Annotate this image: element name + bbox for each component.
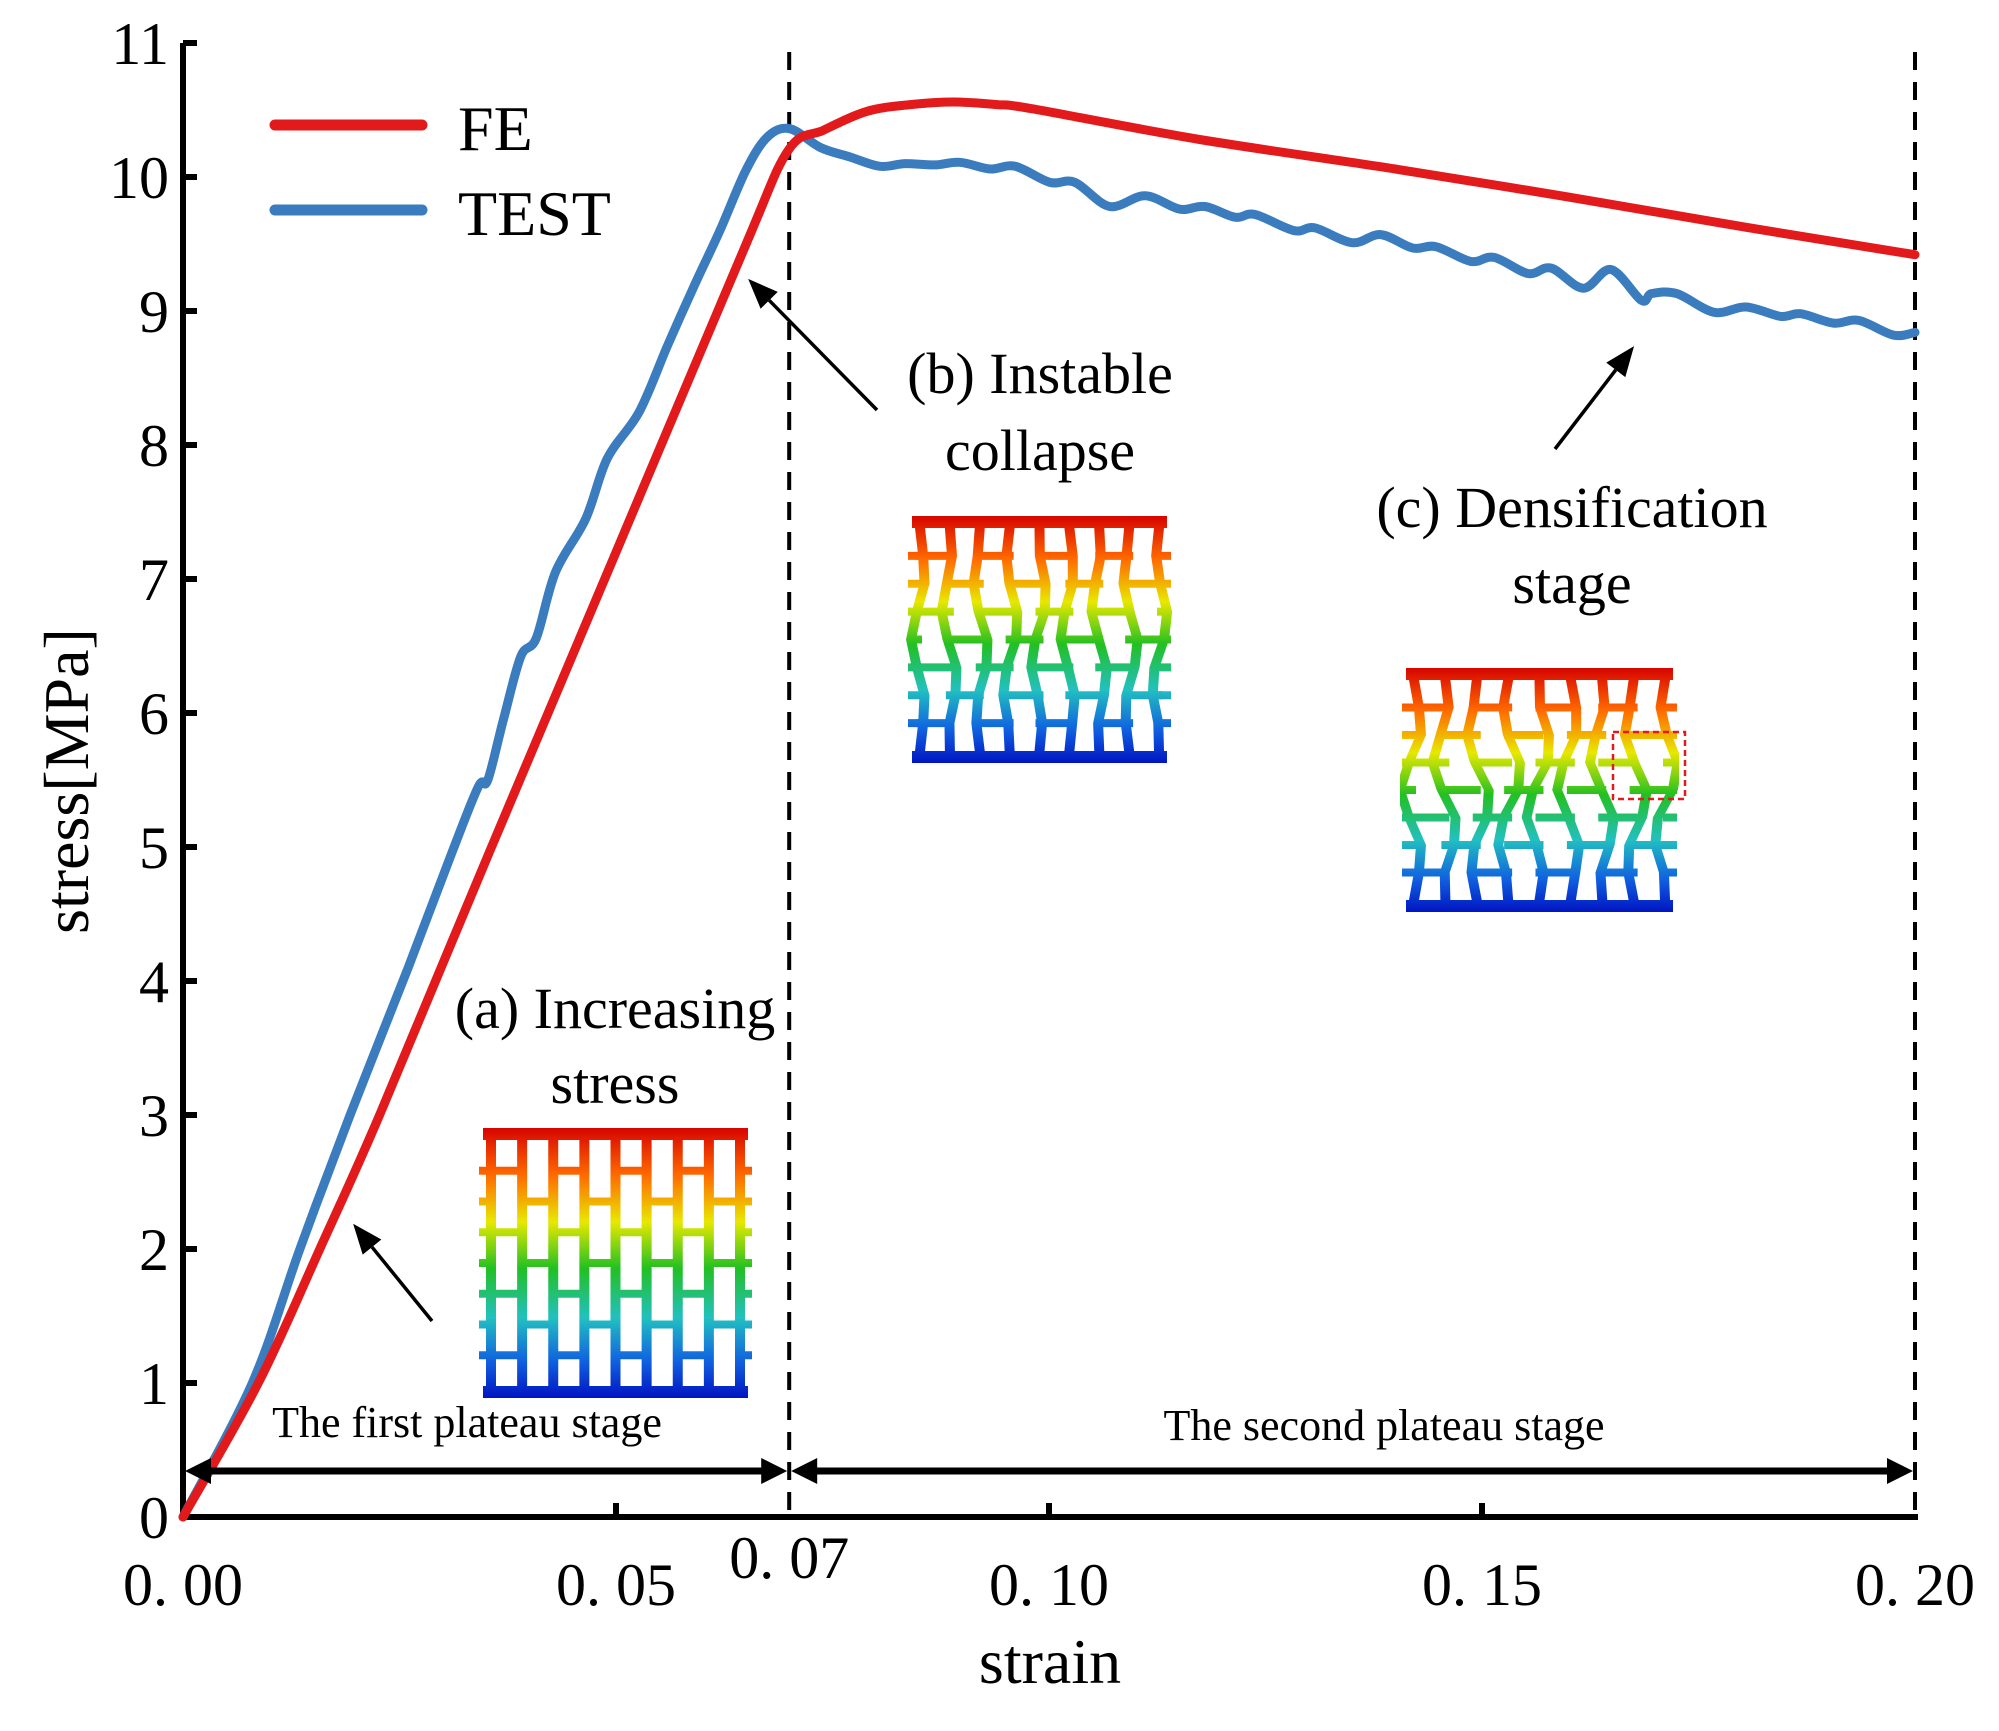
arrowhead-right-icon (1887, 1458, 1913, 1484)
highlight-box (1611, 730, 1687, 801)
arrowhead-left-icon (791, 1458, 818, 1484)
arrowhead-icon (353, 1223, 382, 1255)
annotation-c: (c) Densification stage (1376, 346, 1768, 616)
y-tick-label: 5 (139, 815, 169, 881)
y-tick-label: 10 (109, 145, 169, 211)
y-tick-label: 7 (139, 547, 169, 613)
y-tick-label: 1 (139, 1351, 169, 1417)
pointer-arrow-line (1553, 368, 1618, 451)
annotation-b: (b) Instable collapse (748, 278, 1173, 483)
y-tick-label: 2 (139, 1217, 169, 1283)
annotation-text: collapse (945, 418, 1135, 483)
series-line-fe (178, 97, 1920, 1522)
annotation-text: (b) Instable (907, 341, 1173, 406)
y-tick-label: 4 (139, 949, 169, 1015)
stage-range-1: The first plateau stage (185, 1398, 788, 1484)
y-axis-title: stress[MPa] (31, 628, 102, 934)
fe-contour-inset-b (906, 516, 1173, 763)
legend: FE TEST (269, 93, 611, 249)
arrowhead-icon (748, 278, 778, 309)
legend-label-test: TEST (458, 178, 611, 249)
x-axis-title: strain (979, 1626, 1121, 1697)
fe-contour-inset-c (1400, 668, 1687, 912)
pointer-arrow-line (767, 299, 879, 412)
contour-image (479, 1128, 752, 1398)
annotation-text: stage (1512, 551, 1631, 616)
stage-label: The second plateau stage (1163, 1401, 1604, 1450)
annotation-text: (c) Densification (1376, 475, 1767, 540)
arrowhead-left-icon (185, 1458, 211, 1484)
x-tick-label: 0. 10 (989, 1552, 1109, 1618)
legend-label-fe: FE (458, 93, 533, 164)
arrowhead-icon (1606, 346, 1635, 378)
x-tick-label: 0. 15 (1422, 1552, 1542, 1618)
series-line-test (178, 123, 1920, 1522)
y-tick-label: 8 (139, 413, 169, 479)
pointer-arrow-line (370, 1245, 434, 1323)
x-tick-label: 0. 05 (556, 1552, 676, 1618)
arrowhead-right-icon (761, 1458, 788, 1484)
x-tick-label: 0. 07 (729, 1525, 849, 1591)
stage-label: The first plateau stage (272, 1398, 662, 1447)
contour-image (1400, 668, 1679, 912)
fe-contour-inset-a (479, 1128, 752, 1398)
y-tick-label: 9 (139, 279, 169, 345)
contour-image (906, 516, 1173, 763)
y-tick-label: 11 (111, 11, 169, 77)
y-tick-label: 3 (139, 1083, 169, 1149)
annotation-a: (a) Increasing stress (353, 976, 775, 1323)
y-tick-label: 6 (139, 681, 169, 747)
stage-range-2: The second plateau stage (791, 1401, 1913, 1484)
x-tick-label: 0. 20 (1855, 1552, 1975, 1618)
annotation-text: (a) Increasing (455, 976, 775, 1041)
annotation-text: stress (551, 1051, 680, 1116)
x-tick-label: 0. 00 (123, 1552, 243, 1618)
y-tick-label: 0 (139, 1485, 169, 1551)
